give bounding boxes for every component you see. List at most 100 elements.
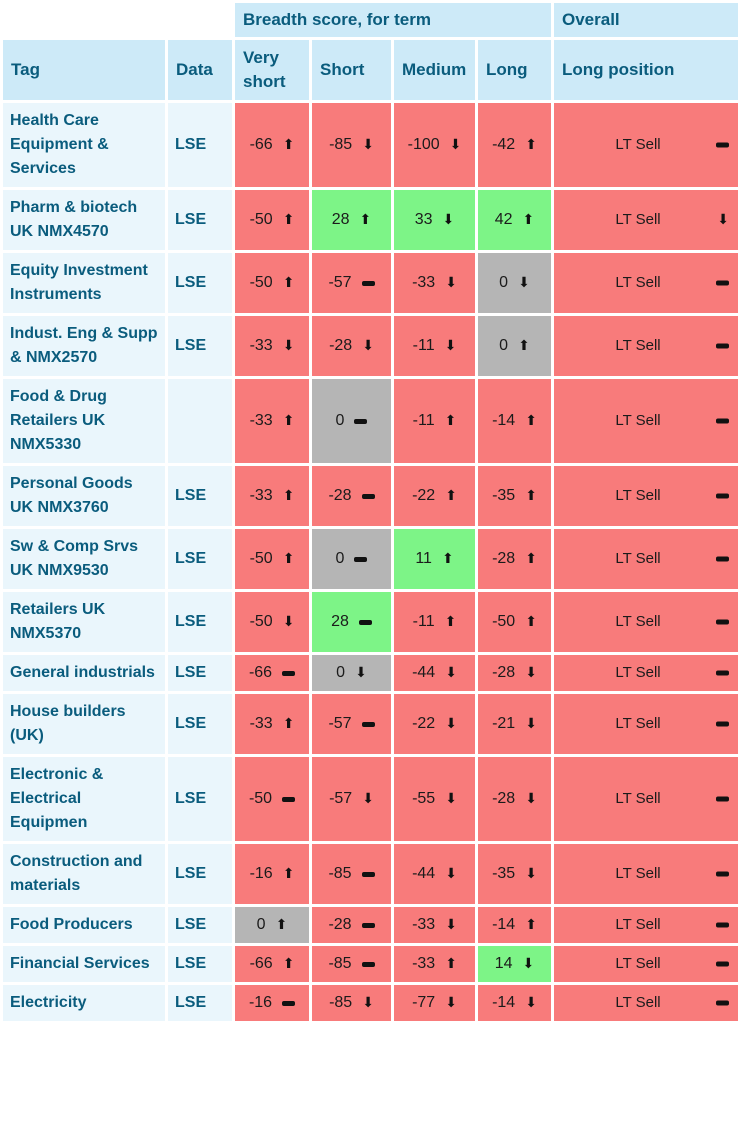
score-cell: -33 ⬆: [235, 379, 309, 463]
score-value: -50: [249, 274, 273, 291]
table-row: Sw & Comp Srvs UK NMX9530 LSE -50 ⬆ 0 11…: [3, 529, 738, 589]
flat-trend-icon: [716, 343, 729, 349]
tag-cell: Sw & Comp Srvs UK NMX9530: [3, 529, 165, 589]
position-cell: LT Sell: [554, 757, 738, 841]
score-cell: 0 ⬇: [312, 655, 391, 691]
score-cell: -85: [312, 844, 391, 904]
up-trend-icon: ⬆: [525, 413, 537, 429]
tag-cell: General industrials: [3, 655, 165, 691]
score-cell: 42 ⬆: [478, 190, 551, 250]
data-cell: LSE: [168, 466, 232, 526]
position-cell: LT Sell: [554, 946, 738, 982]
flat-trend-icon: [716, 619, 729, 625]
tag-cell: Pharm & biotech UK NMX4570: [3, 190, 165, 250]
up-trend-icon: ⬆: [444, 614, 457, 630]
table-row: Food & Drug Retailers UK NMX5330 -33 ⬆ 0…: [3, 379, 738, 463]
score-value: 42: [494, 211, 513, 228]
down-trend-icon: ⬇: [362, 338, 374, 354]
flat-trend-icon: [716, 1000, 729, 1006]
score-value: -57: [329, 790, 353, 807]
position-cell: LT Sell ⬇: [554, 190, 738, 250]
group-header-row: Breadth score, for term Overall: [3, 3, 738, 37]
score-value: -21: [492, 715, 516, 732]
score-cell: -22 ⬇: [394, 694, 475, 754]
table-row: General industrials LSE -66 0 ⬇ -44 ⬇ -2…: [3, 655, 738, 691]
data-cell: LSE: [168, 253, 232, 313]
score-value: -33: [412, 274, 436, 291]
table-row: Electronic & Electrical Equipmen LSE -50…: [3, 757, 738, 841]
score-value: -85: [329, 136, 353, 153]
flat-trend-icon: [716, 670, 729, 676]
tag-cell: Electricity: [3, 985, 165, 1021]
up-trend-icon: ⬆: [282, 413, 295, 429]
position-label: LT Sell: [615, 136, 661, 153]
score-value: -57: [328, 715, 352, 732]
score-value: -14: [492, 916, 516, 933]
tag-cell: Health Care Equipment & Services: [3, 103, 165, 187]
up-trend-icon: ⬆: [525, 614, 537, 630]
score-value: -28: [492, 664, 516, 681]
up-trend-icon: ⬆: [282, 137, 295, 153]
down-trend-icon: ⬇: [525, 866, 537, 882]
table-row: Financial Services LSE -66 ⬆ -85 -33 ⬆ 1…: [3, 946, 738, 982]
score-value: -66: [249, 955, 273, 972]
position-label: LT Sell: [615, 613, 661, 630]
down-trend-icon: ⬇: [282, 614, 295, 630]
score-value: -66: [249, 136, 273, 153]
table-row: Pharm & biotech UK NMX4570 LSE -50 ⬆ 28 …: [3, 190, 738, 250]
position-label: LT Sell: [615, 412, 661, 429]
score-value: 33: [414, 211, 433, 228]
score-cell: -57 ⬇: [312, 757, 391, 841]
score-cell: -28: [312, 907, 391, 943]
up-trend-icon: ⬆: [275, 917, 288, 933]
score-cell: 0: [312, 379, 391, 463]
score-value: -28: [328, 487, 352, 504]
down-trend-icon: ⬇: [362, 137, 374, 153]
down-trend-icon: ⬇: [525, 791, 537, 807]
position-label: LT Sell: [615, 865, 661, 882]
up-trend-icon: ⬆: [282, 212, 295, 228]
tag-column-header: Tag: [3, 40, 165, 100]
score-cell: 0 ⬆: [235, 907, 309, 943]
score-value: -57: [328, 274, 352, 291]
data-cell: LSE: [168, 907, 232, 943]
score-value: -11: [412, 412, 435, 429]
down-trend-icon: ⬇: [717, 212, 729, 228]
flat-trend-icon: [282, 670, 296, 676]
up-trend-icon: ⬆: [525, 551, 537, 567]
score-value: -14: [492, 994, 516, 1011]
tag-cell: Food & Drug Retailers UK NMX5330: [3, 379, 165, 463]
down-trend-icon: ⬇: [445, 791, 457, 807]
flat-trend-icon: [361, 280, 375, 286]
up-trend-icon: ⬆: [282, 866, 295, 882]
score-value: -35: [492, 487, 516, 504]
position-label: LT Sell: [615, 916, 661, 933]
position-label: LT Sell: [615, 955, 661, 972]
table-row: Retailers UK NMX5370 LSE -50 ⬇ 28 -11 ⬆ …: [3, 592, 738, 652]
data-cell: LSE: [168, 190, 232, 250]
data-cell: LSE: [168, 529, 232, 589]
score-cell: -50: [235, 757, 309, 841]
flat-trend-icon: [358, 619, 372, 625]
score-value: -50: [492, 613, 516, 630]
up-trend-icon: ⬆: [525, 917, 537, 933]
score-cell: -50 ⬆: [235, 529, 309, 589]
score-value: -11: [412, 613, 435, 630]
position-label: LT Sell: [615, 715, 661, 732]
position-label: LT Sell: [615, 664, 661, 681]
score-cell: -28: [312, 466, 391, 526]
flat-trend-icon: [361, 493, 375, 499]
flat-trend-icon: [716, 556, 729, 562]
tag-cell: Financial Services: [3, 946, 165, 982]
tag-cell: Retailers UK NMX5370: [3, 592, 165, 652]
score-cell: 0 ⬇: [478, 253, 551, 313]
score-value: 28: [331, 613, 349, 630]
score-cell: -55 ⬇: [394, 757, 475, 841]
score-cell: -50 ⬆: [235, 253, 309, 313]
flat-trend-icon: [716, 721, 729, 727]
table-row: Equity Investment Instruments LSE -50 ⬆ …: [3, 253, 738, 313]
position-label: LT Sell: [615, 211, 661, 228]
down-trend-icon: ⬇: [445, 275, 457, 291]
tag-cell: Indust. Eng & Supp & NMX2570: [3, 316, 165, 376]
tag-cell: Equity Investment Instruments: [3, 253, 165, 313]
